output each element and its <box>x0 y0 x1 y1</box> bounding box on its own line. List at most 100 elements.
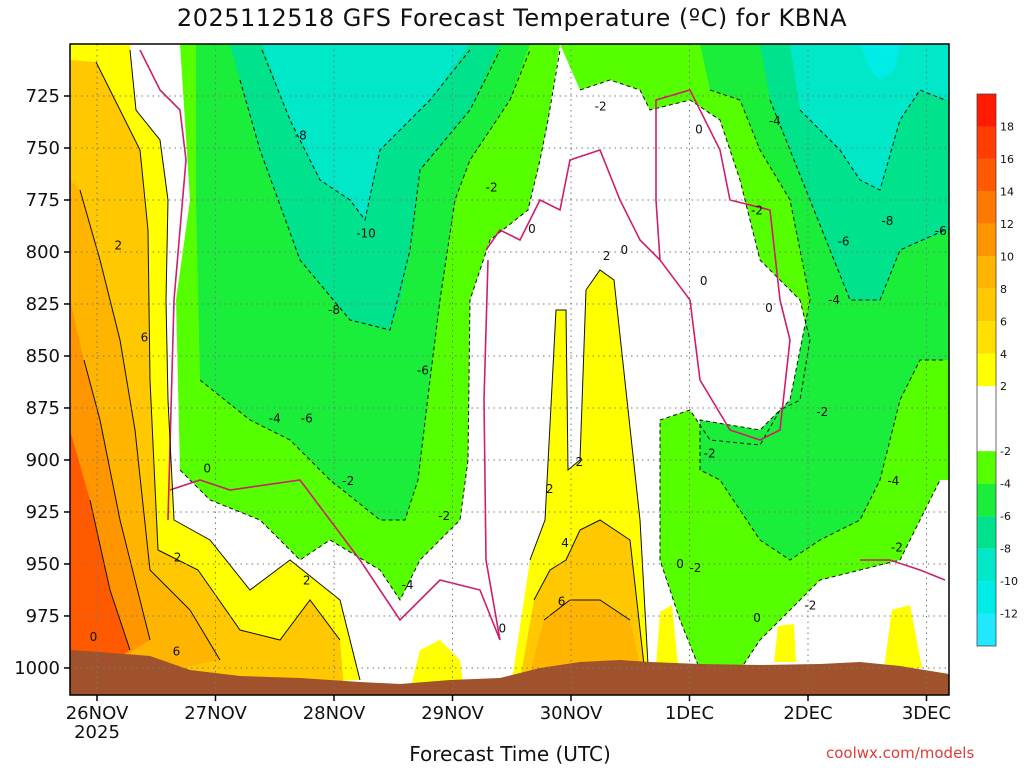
contour-label: -6 <box>935 224 947 238</box>
temperature-fill-yellow-3dec <box>884 605 922 668</box>
temperature-field: -8 -10 -8 -6 -4 -6 -2 -2 -4 -2 -2 -4 -2 -6 -8 -6 -4 -2 -2 -… <box>70 44 949 695</box>
temperature-fill-yellow-2dec <box>774 624 796 662</box>
contour-label: 0 <box>765 301 773 315</box>
contour-line-pos <box>79 189 221 661</box>
colorbar-label: 10 <box>1000 250 1014 263</box>
y-tick-label: 925 <box>26 502 60 523</box>
negative-contours <box>179 49 946 671</box>
contour-label: -8 <box>328 303 340 317</box>
colorbar-swatch <box>977 581 996 614</box>
contour-label: 6 <box>558 594 566 608</box>
colorbar-label: -6 <box>1000 510 1011 523</box>
x-tick-label: 28NOV <box>303 703 366 724</box>
contour-line-zero <box>483 259 501 641</box>
colorbar-swatch <box>977 126 996 159</box>
y-tick-label: 775 <box>26 190 60 211</box>
colorbar-label: 8 <box>1000 283 1007 296</box>
x-year-label: 2025 <box>74 722 120 743</box>
contour-label: -4 <box>401 578 413 592</box>
colorbar-label: 18 <box>1000 120 1014 133</box>
y-tick-label: 950 <box>26 554 60 575</box>
colorbar-label: -2 <box>1000 445 1011 458</box>
colorbar-label: -4 <box>1000 478 1011 491</box>
x-tick-label: 29NOV <box>421 703 484 724</box>
contour-label: -2 <box>891 540 903 554</box>
temperature-fill-cyan-mid <box>262 44 470 220</box>
contour-label: -2 <box>486 181 498 195</box>
y-tick-label: 875 <box>26 398 60 419</box>
colorbar-swatch <box>977 548 996 582</box>
colorbar-label: -8 <box>1000 543 1011 556</box>
colorbar-swatch <box>977 386 996 452</box>
temperature-fill-red-left <box>70 430 130 690</box>
x-tick-label: 2DEC <box>783 703 832 724</box>
contour-line-pos <box>83 359 151 641</box>
contour-label: -2 <box>438 509 450 523</box>
colorbar-swatch <box>977 483 996 517</box>
temperature-fill-orange-30nov <box>528 600 640 680</box>
contour-label: 2 <box>546 482 554 496</box>
contour-labels: -8 -10 -8 -6 -4 -6 -2 -2 -4 -2 -2 -4 -2 -6 -8 -6 -4 -2 -2 -… <box>90 99 947 658</box>
colorbar-swatch <box>977 321 996 354</box>
contour-label: 2 <box>115 239 123 253</box>
contour-label: -2 <box>704 447 716 461</box>
x-tick-label: 3DEC <box>902 703 951 724</box>
contour-label: 6 <box>173 644 181 658</box>
colorbar-swatch <box>977 288 996 322</box>
contour-line-pos <box>533 519 645 666</box>
contour-label: 0 <box>90 630 98 644</box>
x-tick-label: 27NOV <box>184 703 247 724</box>
x-tick-label: 30NOV <box>540 703 603 724</box>
contour-line-zero <box>139 49 187 521</box>
contour-label: -6 <box>838 235 850 249</box>
contour-label: 4 <box>561 536 569 550</box>
temperature-fill-yellow-29nov <box>410 640 464 690</box>
contour-line-zero <box>485 149 661 261</box>
temperature-fill-cyan-right <box>790 44 949 190</box>
contour-label: 0 <box>203 461 211 475</box>
colorbar-swatch <box>977 613 996 646</box>
contour-line-pos <box>529 269 649 666</box>
contour-label: -2 <box>804 599 816 613</box>
gridlines <box>70 44 949 695</box>
contour-label: 0 <box>695 122 703 136</box>
contour-label: -4 <box>887 474 899 488</box>
contour-line-neg <box>579 79 941 671</box>
contour-label: -2 <box>595 99 607 113</box>
contour-line-pos <box>543 599 631 621</box>
contour-label: 2 <box>603 249 611 263</box>
plot-frame <box>69 43 950 696</box>
contour-line-zero <box>169 479 501 641</box>
contour-label: -2 <box>689 561 701 575</box>
contour-label: -8 <box>881 214 893 228</box>
contour-line-neg <box>239 49 501 331</box>
colorbar-label: 12 <box>1000 218 1014 231</box>
contour-line-pos <box>129 49 361 681</box>
ground-terrain <box>70 650 949 695</box>
y-tick-label: 725 <box>26 86 60 107</box>
y-tick-label: 975 <box>26 606 60 627</box>
contour-label: 2 <box>575 455 583 469</box>
contour-line-neg <box>699 89 945 561</box>
y-tick-label: 825 <box>26 294 60 315</box>
contour-line-pos <box>95 61 341 641</box>
contour-label: 0 <box>528 222 536 236</box>
x-tick-label: 26NOV <box>66 703 129 724</box>
contour-label: -4 <box>828 293 840 307</box>
credit-link[interactable]: coolwx.com/models <box>826 744 975 762</box>
chart-title: 2025112518 GFS Forecast Temperature (ºC)… <box>176 4 848 32</box>
y-tick-label: 850 <box>26 346 60 367</box>
contour-label: -6 <box>417 364 429 378</box>
x-axis-ticks: 26NOV 27NOV 28NOV 29NOV 30NOV 1DEC 2DEC 3DEC 202… <box>66 695 951 743</box>
contour-label: 0 <box>621 243 629 257</box>
contour-label: -4 <box>769 114 781 128</box>
colorbar-label: -12 <box>1000 608 1018 621</box>
colorbar-label: 16 <box>1000 153 1014 166</box>
contour-line-zero <box>860 559 946 581</box>
y-tick-label: 900 <box>26 450 60 471</box>
temperature-fill-yellow-1dec <box>656 605 678 668</box>
y-tick-label: 750 <box>26 138 60 159</box>
contour-label: 0 <box>676 557 684 571</box>
colorbar-label: 4 <box>1000 348 1007 361</box>
